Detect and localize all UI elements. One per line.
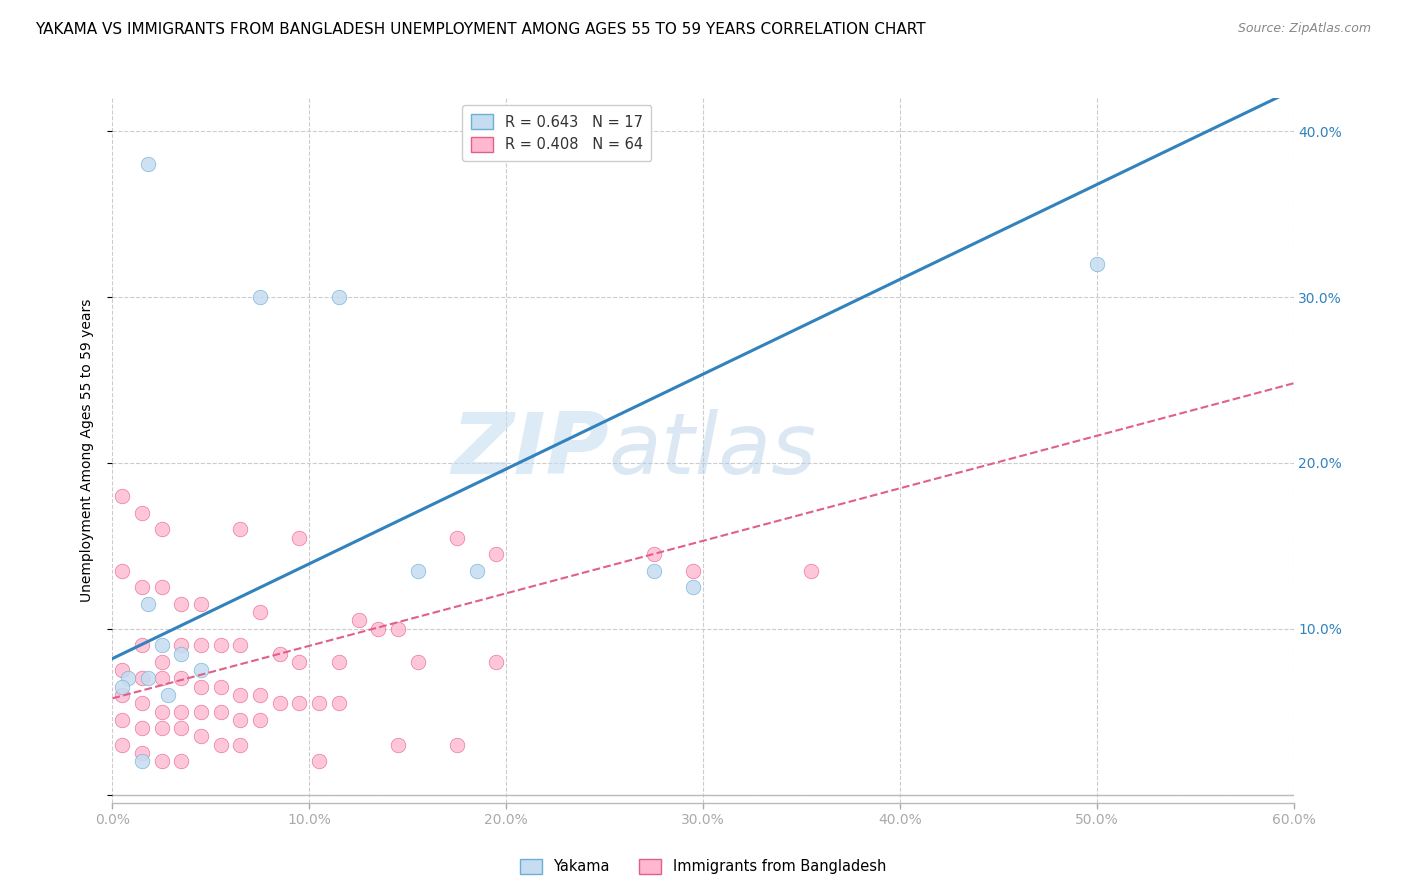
Point [111, 663, 134, 677]
Point [288, 696, 311, 710]
Legend: Yakama, Immigrants from Bangladesh: Yakama, Immigrants from Bangladesh [515, 853, 891, 880]
Y-axis label: Unemployment Among Ages 55 to 59 years: Unemployment Among Ages 55 to 59 years [80, 299, 94, 602]
Point [111, 738, 134, 752]
Point [249, 290, 271, 304]
Point [170, 672, 193, 686]
Point [190, 680, 212, 694]
Point [387, 622, 409, 636]
Point [288, 655, 311, 669]
Point [406, 564, 429, 578]
Point [249, 605, 271, 619]
Point [136, 672, 159, 686]
Point [150, 522, 173, 536]
Point [170, 755, 193, 769]
Point [190, 730, 212, 744]
Point [682, 564, 704, 578]
Point [150, 705, 173, 719]
Point [111, 688, 134, 702]
Point [643, 564, 665, 578]
Point [131, 672, 153, 686]
Point [131, 506, 153, 520]
Point [209, 638, 232, 652]
Point [229, 522, 252, 536]
Point [229, 688, 252, 702]
Point [446, 738, 468, 752]
Text: ZIP: ZIP [451, 409, 609, 492]
Point [288, 531, 311, 545]
Point [111, 713, 134, 727]
Point [269, 647, 291, 661]
Point [328, 655, 350, 669]
Point [209, 680, 232, 694]
Point [465, 564, 488, 578]
Point [136, 157, 159, 171]
Point [131, 580, 153, 594]
Point [111, 680, 134, 694]
Point [170, 705, 193, 719]
Point [190, 597, 212, 611]
Point [131, 746, 153, 760]
Point [800, 564, 823, 578]
Point [150, 755, 173, 769]
Text: atlas: atlas [609, 409, 817, 492]
Point [190, 663, 212, 677]
Point [170, 721, 193, 735]
Point [190, 638, 212, 652]
Point [406, 655, 429, 669]
Point [308, 696, 330, 710]
Point [485, 547, 508, 561]
Point [111, 564, 134, 578]
Point [485, 655, 508, 669]
Text: YAKAMA VS IMMIGRANTS FROM BANGLADESH UNEMPLOYMENT AMONG AGES 55 TO 59 YEARS CORR: YAKAMA VS IMMIGRANTS FROM BANGLADESH UNE… [35, 22, 925, 37]
Point [170, 597, 193, 611]
Point [367, 622, 389, 636]
Point [111, 489, 134, 503]
Point [249, 688, 271, 702]
Point [209, 738, 232, 752]
Point [229, 738, 252, 752]
Point [131, 696, 153, 710]
Point [150, 721, 173, 735]
Point [131, 721, 153, 735]
Point [150, 672, 173, 686]
Point [446, 531, 468, 545]
Point [131, 638, 153, 652]
Point [136, 597, 159, 611]
Point [156, 688, 179, 702]
Point [682, 580, 704, 594]
Point [1085, 257, 1108, 271]
Point [117, 672, 139, 686]
Point [328, 696, 350, 710]
Point [269, 696, 291, 710]
Point [209, 705, 232, 719]
Point [643, 547, 665, 561]
Point [328, 290, 350, 304]
Point [131, 755, 153, 769]
Text: Source: ZipAtlas.com: Source: ZipAtlas.com [1237, 22, 1371, 36]
Point [347, 614, 370, 628]
Legend: R = 0.643   N = 17, R = 0.408   N = 64: R = 0.643 N = 17, R = 0.408 N = 64 [463, 105, 651, 161]
Point [170, 647, 193, 661]
Point [150, 638, 173, 652]
Point [229, 713, 252, 727]
Point [387, 738, 409, 752]
Point [150, 580, 173, 594]
Point [190, 705, 212, 719]
Point [308, 755, 330, 769]
Point [170, 638, 193, 652]
Point [249, 713, 271, 727]
Point [229, 638, 252, 652]
Point [150, 655, 173, 669]
